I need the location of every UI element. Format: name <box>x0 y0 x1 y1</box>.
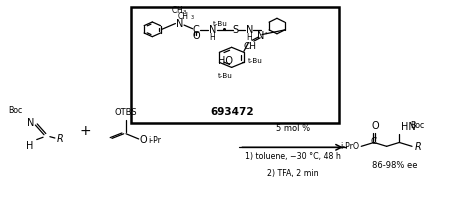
Text: O: O <box>139 135 147 145</box>
Text: OTBS: OTBS <box>115 108 137 117</box>
Text: 2) TFA, 2 min: 2) TFA, 2 min <box>266 168 318 178</box>
Text: CH: CH <box>243 42 256 51</box>
Text: R: R <box>413 142 420 152</box>
Bar <box>130 7 339 123</box>
Text: 1) toluene, −30 °C, 48 h: 1) toluene, −30 °C, 48 h <box>244 152 340 161</box>
Text: ': ' <box>263 32 265 41</box>
Text: H: H <box>25 141 33 150</box>
Text: 5 mol %: 5 mol % <box>275 124 309 133</box>
Text: S: S <box>232 25 238 35</box>
Text: C: C <box>370 137 376 146</box>
Text: O: O <box>192 31 200 41</box>
Text: N: N <box>245 25 253 35</box>
Text: R: R <box>56 134 63 144</box>
Text: N: N <box>176 19 183 29</box>
Text: N: N <box>27 118 35 128</box>
Text: H: H <box>209 33 215 42</box>
Text: Boc: Boc <box>9 106 23 115</box>
Text: i-PrO: i-PrO <box>339 142 359 151</box>
Text: 86-98% ee: 86-98% ee <box>371 161 417 170</box>
Text: CH$_3$: CH$_3$ <box>171 4 187 17</box>
Text: CH: CH <box>177 12 188 21</box>
Text: HO: HO <box>217 56 232 66</box>
Text: +: + <box>79 124 91 138</box>
Text: HN: HN <box>400 122 415 132</box>
Text: 693472: 693472 <box>210 108 254 117</box>
Text: i-Pr: i-Pr <box>147 136 160 145</box>
Text: O: O <box>371 121 379 131</box>
Text: $_3$: $_3$ <box>190 13 194 22</box>
Text: N: N <box>257 31 264 41</box>
Text: C: C <box>192 25 199 35</box>
Text: t-Bu: t-Bu <box>213 21 228 27</box>
Text: Boc: Boc <box>410 121 424 130</box>
Text: H: H <box>246 33 252 42</box>
Text: t-Bu: t-Bu <box>247 58 262 64</box>
Text: t-Bu: t-Bu <box>217 73 232 79</box>
Text: N: N <box>208 25 216 35</box>
